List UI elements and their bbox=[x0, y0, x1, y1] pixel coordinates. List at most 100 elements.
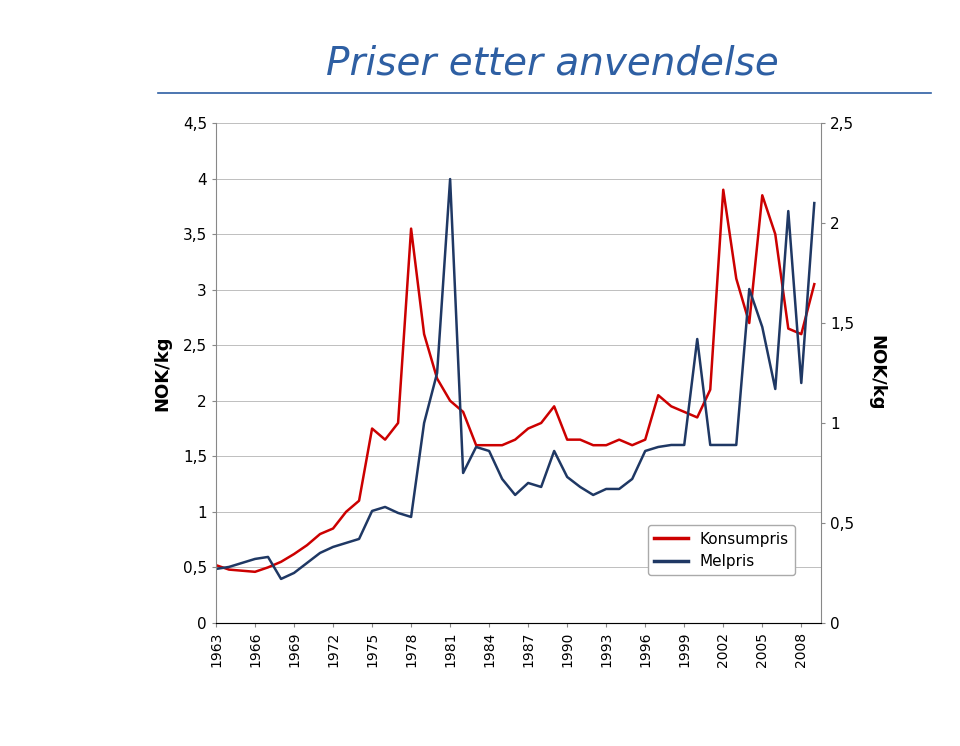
Konsumpris bbox=[588, 441, 599, 450]
Konsumpris bbox=[600, 441, 612, 450]
Konsumpris bbox=[405, 224, 417, 233]
Melpris bbox=[639, 447, 651, 456]
Melpris bbox=[379, 503, 391, 512]
Melpris bbox=[236, 559, 248, 568]
Konsumpris bbox=[353, 496, 365, 505]
Konsumpris bbox=[340, 507, 351, 516]
Y-axis label: NOK/kg: NOK/kg bbox=[154, 335, 172, 411]
Melpris bbox=[653, 442, 664, 451]
Konsumpris bbox=[444, 396, 456, 405]
Melpris bbox=[301, 559, 313, 568]
Melpris bbox=[340, 539, 351, 548]
Konsumpris bbox=[210, 561, 222, 570]
Text: u: u bbox=[47, 154, 68, 182]
Melpris bbox=[470, 442, 482, 451]
Konsumpris bbox=[484, 441, 495, 450]
Konsumpris bbox=[419, 330, 430, 339]
Line: Melpris: Melpris bbox=[216, 179, 814, 579]
Konsumpris bbox=[548, 402, 560, 411]
Melpris bbox=[679, 440, 690, 449]
Konsumpris bbox=[653, 391, 664, 400]
Konsumpris bbox=[470, 441, 482, 450]
Melpris bbox=[419, 419, 430, 427]
Konsumpris bbox=[224, 565, 235, 574]
Konsumpris bbox=[522, 424, 534, 433]
Konsumpris bbox=[276, 557, 287, 566]
Melpris bbox=[353, 534, 365, 543]
Melpris bbox=[484, 447, 495, 456]
Melpris bbox=[756, 322, 768, 331]
Melpris bbox=[588, 490, 599, 499]
Melpris bbox=[262, 553, 274, 562]
Melpris bbox=[627, 474, 638, 483]
Text: Universitetet
i Stavanger: Universitetet i Stavanger bbox=[36, 202, 113, 231]
Melpris bbox=[457, 468, 468, 477]
Melpris bbox=[665, 440, 677, 449]
Melpris bbox=[731, 440, 742, 449]
Melpris bbox=[691, 334, 703, 343]
Melpris bbox=[314, 548, 325, 557]
Melpris bbox=[613, 484, 625, 493]
Konsumpris bbox=[796, 330, 807, 339]
Konsumpris bbox=[731, 274, 742, 283]
Melpris bbox=[522, 478, 534, 487]
Melpris bbox=[743, 284, 755, 293]
Konsumpris bbox=[314, 530, 325, 539]
Melpris bbox=[548, 447, 560, 456]
Konsumpris bbox=[327, 524, 339, 533]
Konsumpris bbox=[250, 568, 261, 577]
Melpris bbox=[796, 378, 807, 387]
Melpris bbox=[705, 440, 716, 449]
Melpris bbox=[562, 472, 573, 481]
Melpris bbox=[431, 369, 443, 377]
Konsumpris bbox=[496, 441, 508, 450]
Melpris bbox=[405, 513, 417, 521]
Text: Priser etter anvendelse: Priser etter anvendelse bbox=[325, 45, 779, 82]
Konsumpris bbox=[262, 563, 274, 572]
Konsumpris bbox=[717, 185, 729, 194]
Melpris bbox=[210, 565, 222, 574]
Melpris bbox=[536, 483, 547, 492]
Melpris bbox=[327, 542, 339, 551]
Konsumpris bbox=[562, 435, 573, 444]
Line: Konsumpris: Konsumpris bbox=[216, 189, 814, 572]
Legend: Konsumpris, Melpris: Konsumpris, Melpris bbox=[648, 525, 795, 575]
Konsumpris bbox=[393, 419, 404, 427]
Konsumpris bbox=[770, 230, 781, 239]
Konsumpris bbox=[691, 413, 703, 422]
Konsumpris bbox=[679, 407, 690, 416]
Melpris bbox=[224, 562, 235, 571]
Melpris bbox=[444, 175, 456, 184]
Melpris bbox=[782, 207, 794, 216]
Konsumpris bbox=[536, 419, 547, 427]
Konsumpris bbox=[705, 385, 716, 394]
Konsumpris bbox=[574, 435, 586, 444]
Konsumpris bbox=[379, 435, 391, 444]
Konsumpris bbox=[457, 407, 468, 416]
Konsumpris bbox=[431, 374, 443, 383]
Konsumpris bbox=[367, 424, 378, 433]
Konsumpris bbox=[743, 319, 755, 327]
Konsumpris bbox=[613, 435, 625, 444]
Text: S: S bbox=[59, 98, 91, 141]
Konsumpris bbox=[756, 191, 768, 200]
Melpris bbox=[510, 490, 521, 499]
Konsumpris bbox=[627, 441, 638, 450]
Konsumpris bbox=[236, 566, 248, 575]
Konsumpris bbox=[301, 541, 313, 550]
Konsumpris bbox=[288, 550, 300, 559]
Melpris bbox=[496, 474, 508, 483]
Konsumpris bbox=[510, 435, 521, 444]
Melpris bbox=[808, 198, 820, 207]
Melpris bbox=[600, 484, 612, 493]
Y-axis label: NOK/kg: NOK/kg bbox=[868, 335, 886, 411]
Konsumpris bbox=[639, 435, 651, 444]
Konsumpris bbox=[665, 402, 677, 411]
Melpris bbox=[367, 507, 378, 515]
Melpris bbox=[574, 483, 586, 492]
Melpris bbox=[250, 554, 261, 563]
Melpris bbox=[276, 574, 287, 583]
Konsumpris bbox=[808, 280, 820, 289]
Melpris bbox=[393, 509, 404, 518]
Melpris bbox=[717, 440, 729, 449]
